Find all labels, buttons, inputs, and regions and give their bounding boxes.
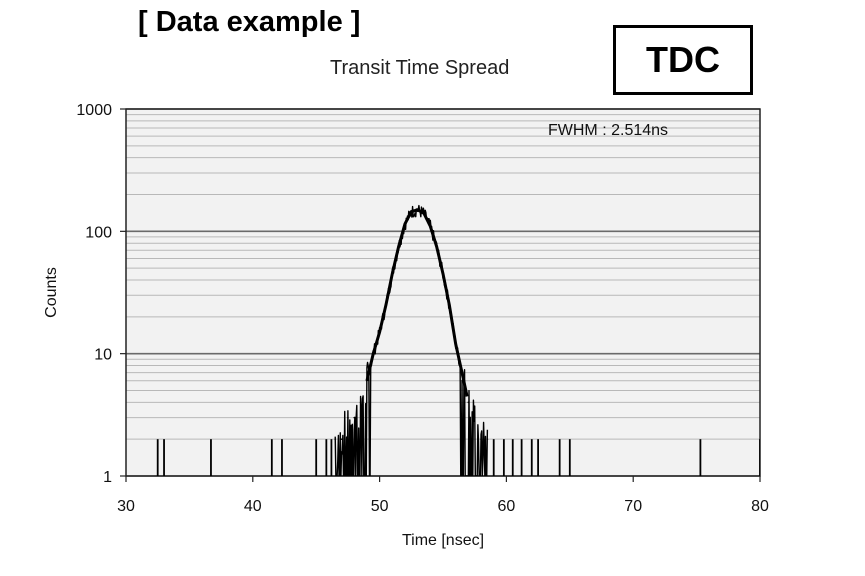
data-point — [454, 343, 457, 345]
y-tick-label: 1000 — [76, 102, 112, 119]
data-point — [448, 304, 451, 306]
page-heading: [ Data example ] — [138, 6, 361, 38]
data-point — [397, 245, 400, 248]
data-point — [429, 225, 432, 228]
data-point — [410, 210, 413, 213]
data-point — [347, 416, 349, 419]
data-point — [353, 416, 356, 419]
plot-area — [126, 109, 760, 476]
data-point — [416, 208, 419, 211]
x-axis-label: Time [nsec] — [402, 532, 484, 549]
data-point — [467, 401, 470, 404]
data-point — [372, 352, 375, 355]
tdc-badge: TDC — [613, 25, 753, 95]
data-point — [423, 212, 425, 215]
tdc-badge-label: TDC — [646, 39, 720, 80]
chart-title: Transit Time Spread — [330, 57, 510, 79]
data-point — [340, 438, 343, 440]
y-axis-label: Counts — [43, 267, 60, 318]
x-tick-label: 70 — [624, 498, 642, 515]
y-tick-label: 10 — [94, 347, 112, 364]
data-point — [473, 416, 476, 419]
data-point — [461, 371, 463, 374]
plot-frame — [125, 108, 761, 477]
fwhm-annotation: FWHM : 2.514ns — [548, 122, 668, 139]
x-tick-label: 40 — [244, 498, 262, 515]
data-point — [435, 245, 438, 248]
x-tick-label: 50 — [371, 498, 389, 515]
x-tick-label: 80 — [751, 498, 769, 515]
data-point — [391, 272, 394, 275]
data-point — [334, 438, 337, 440]
data-point — [366, 380, 368, 382]
data-point — [486, 438, 489, 440]
x-tick-label: 30 — [117, 498, 135, 515]
data-point — [359, 401, 362, 404]
y-tick-label: 100 — [85, 224, 112, 241]
x-tick-label: 60 — [498, 498, 516, 515]
y-tick-label: 1 — [103, 469, 112, 486]
data-point — [442, 272, 444, 275]
data-point — [385, 304, 387, 306]
data-point — [378, 331, 381, 333]
data-point — [404, 223, 406, 225]
data-point — [480, 438, 482, 440]
